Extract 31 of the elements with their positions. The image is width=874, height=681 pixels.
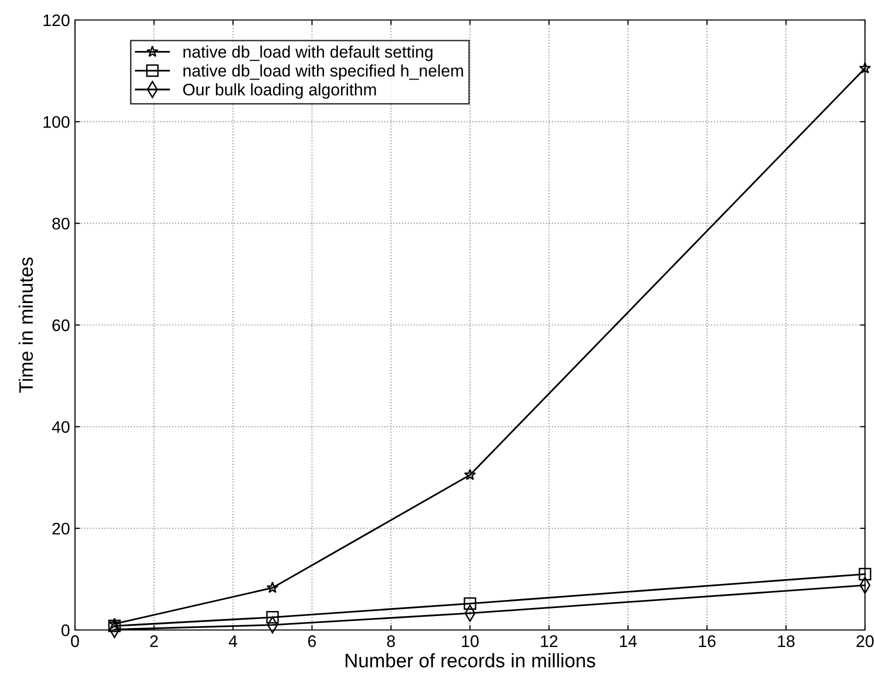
x-tick-label: 8: [387, 635, 395, 648]
point: [858, 568, 872, 580]
x-tick-label: 6: [308, 635, 316, 648]
y-tick-label: 20: [52, 522, 70, 535]
point: [266, 582, 278, 593]
x-tick-label: 14: [620, 635, 637, 647]
y-tick-label: 0: [62, 624, 70, 636]
y-tick-label: 80: [52, 218, 70, 230]
legend-label: Our bulk loading algorithm: [183, 83, 376, 99]
y-tick-label: 120: [44, 14, 70, 26]
x-tick-label: 0: [71, 635, 79, 648]
x-tick-label: 20: [856, 635, 874, 648]
point: [464, 597, 476, 610]
x-tick-label: 12: [541, 635, 558, 647]
x-tick-label: 18: [778, 635, 795, 648]
point: [464, 468, 476, 480]
y-tick-label: 100: [44, 116, 70, 128]
legend-label: native db_load with default setting: [184, 46, 432, 62]
y-axis-title: Time in minutes: [18, 257, 33, 393]
point: [859, 62, 871, 74]
x-tick-label: 10: [462, 635, 479, 648]
point: [108, 620, 121, 632]
point: [108, 618, 120, 630]
legend-label: native db_load with specified h_nelem: [184, 64, 463, 80]
y-tick-label: 60: [52, 319, 70, 332]
y-tick-label: 40: [52, 421, 70, 433]
point: [266, 611, 279, 624]
x-tick-label: 4: [228, 635, 238, 647]
x-axis-title: Number of records in millions: [346, 653, 596, 668]
x-tick-label: 16: [699, 635, 716, 648]
x-tick-label: 2: [150, 635, 158, 647]
